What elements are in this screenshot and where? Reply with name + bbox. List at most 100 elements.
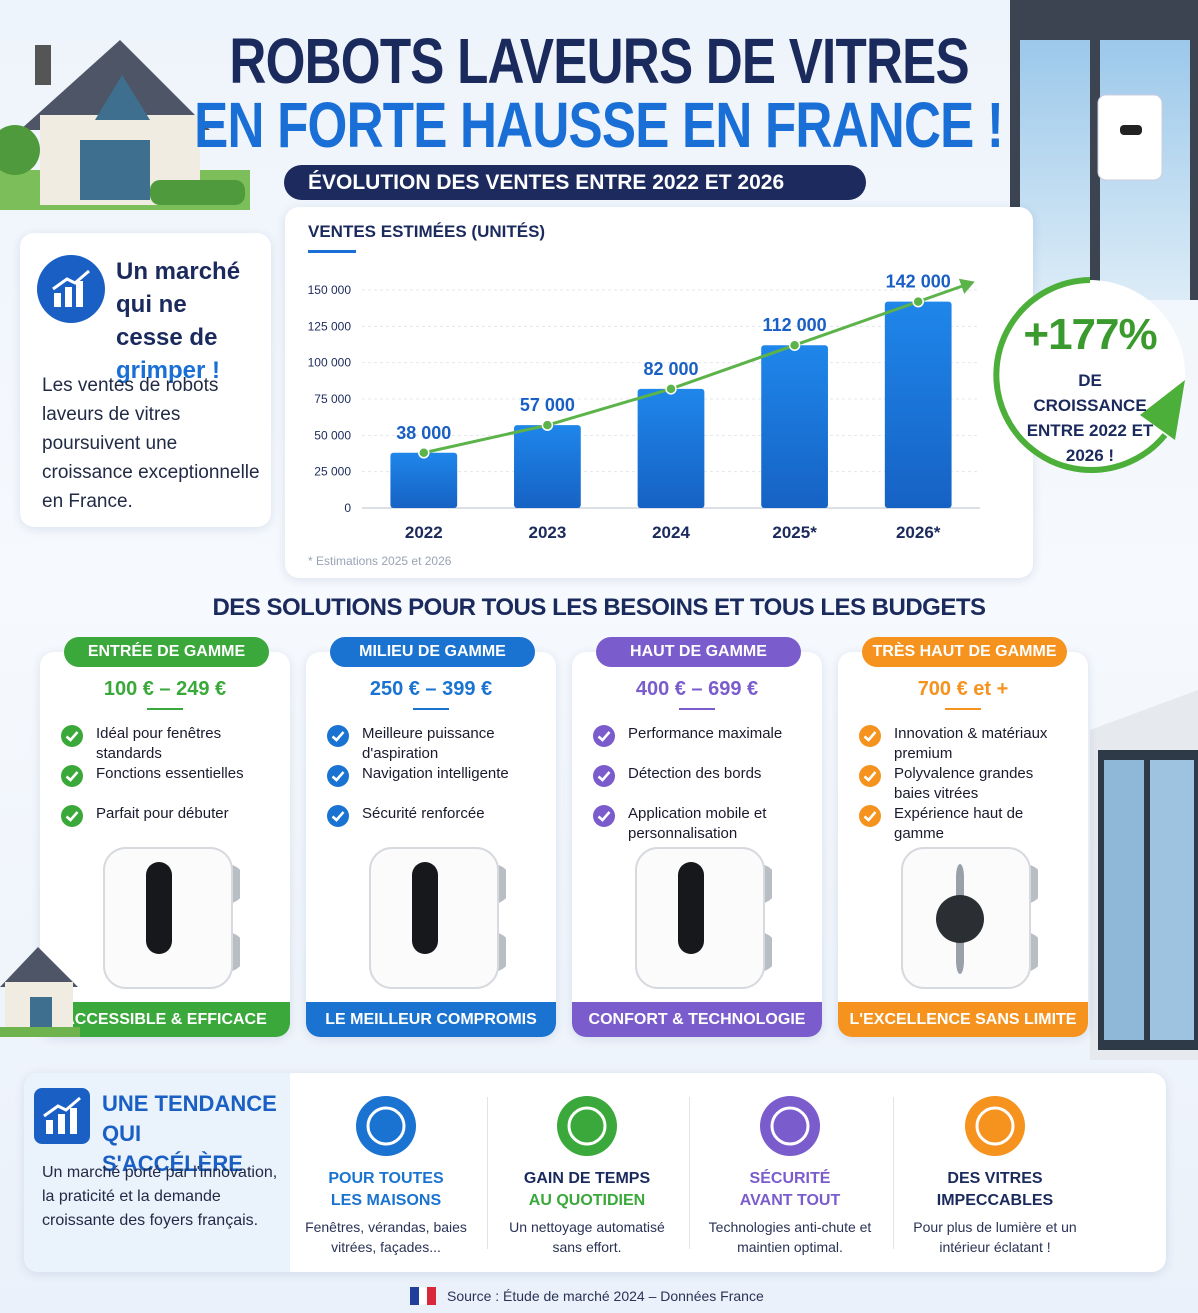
growth-text: DE CROISSANCE ENTRE 2022 ET 2026 ! (1026, 371, 1154, 465)
price-underline (147, 708, 183, 710)
chart-title: VENTES ESTIMÉES (UNITÉS) (308, 222, 545, 241)
icon-circle (557, 1096, 617, 1156)
title-line-1: ROBOTS LAVEURS DE VITRES (0, 24, 1198, 98)
y-tick-label: 25 000 (314, 465, 351, 479)
intro-text: Les ventes de robots laveurs de vitres p… (42, 375, 260, 512)
feature: Sécurité renforcée (326, 804, 541, 828)
house-illustration (0, 40, 250, 210)
trend-point (541, 419, 554, 431)
trend-icon (34, 1088, 90, 1144)
feature: Expérience haut de gamme (858, 804, 1073, 844)
small-house (0, 947, 80, 1037)
feature-text: Expérience haut de gamme (894, 805, 1024, 842)
divider (486, 1097, 488, 1249)
y-tick-label: 125 000 (308, 319, 352, 333)
tier-card: TRÈS HAUT DE GAMME 700 € et + Innovation &… (838, 637, 1088, 1037)
chart-icon (37, 255, 105, 323)
trend-point (665, 383, 677, 395)
tier-card: MILIEU DE GAMME 250 € – 399 € Meilleure pu… (306, 637, 556, 1037)
feature: Idéal pour fenêtres standards (60, 724, 275, 764)
check-icon (61, 765, 83, 787)
tier-tagline: LE MEILLEUR COMPROMIS (306, 1002, 556, 1037)
value-label: 38 000 (396, 423, 451, 443)
benefit-title: GAIN DE TEMPS (523, 1170, 651, 1187)
tier-price: 400 € – 699 € (635, 678, 759, 700)
tier-name: TRÈS HAUT DE GAMME (862, 637, 1067, 667)
feature: Fonctions essentielles (60, 764, 275, 788)
check-icon (61, 805, 83, 827)
feature-text: Navigation intelligente (362, 765, 509, 782)
check-icon (859, 725, 881, 747)
benefit: SÉCURITÉ AVANT TOUT Technologies anti-chut… (690, 1090, 890, 1257)
growth-value: +177% (1023, 310, 1157, 359)
growth-badge (993, 277, 1185, 473)
benefit-title: SÉCURITÉ (749, 1170, 831, 1187)
tier-tagline: CONFORT & TECHNOLOGIE (572, 1002, 822, 1037)
icon-inner (366, 1106, 406, 1146)
solutions-title: DES SOLUTIONS POUR TOUS LES BESOINS ET T… (212, 594, 986, 621)
chart: VENTES ESTIMÉES (UNITÉS) * Estimations 2… (308, 222, 980, 568)
check-mark (597, 811, 611, 822)
check-icon (593, 725, 615, 747)
feature-text: Performance maximale (628, 725, 783, 742)
check-circle (859, 765, 881, 787)
robot-panel (412, 862, 438, 954)
value-label: 112 000 (763, 315, 827, 335)
tier-name: MILIEU DE GAMME (330, 637, 535, 667)
check-mark (331, 771, 345, 782)
x-tick-label: 2024 (652, 523, 690, 542)
section-banner: ÉVOLUTION DES VENTES ENTRE 2022 ET 2026 (284, 165, 866, 200)
check-icon (859, 805, 881, 827)
benefit-text: Pour plus de lumière et un intérieur écl… (913, 1219, 1077, 1255)
x-tick-label: 2023 (528, 523, 566, 542)
value-label: 142 000 (886, 272, 951, 292)
price-underline (679, 708, 715, 710)
icon-inner (770, 1106, 810, 1146)
feature: Navigation intelligente (326, 764, 541, 788)
check-mark (863, 811, 877, 822)
t: DES VITRES IMPECCABLES (895, 1168, 1095, 1212)
feature: Détection des bords (592, 764, 807, 788)
check-circle (593, 765, 615, 787)
flag (410, 1287, 436, 1305)
benefit-title-line2: AVANT TOUT (739, 1192, 841, 1209)
feature-text: Fonctions essentielles (96, 765, 244, 782)
check-mark (863, 731, 877, 742)
icon-inner (975, 1106, 1015, 1146)
benefit-text: Technologies anti-chute et maintien opti… (708, 1219, 872, 1255)
feature-text: Polyvalence grandes baies vitrées (894, 765, 1034, 802)
benefit: POUR TOUTES LES MAISONS Fenêtres, vérandas… (286, 1090, 486, 1257)
trend-point (912, 295, 924, 308)
check-icon (859, 765, 881, 787)
check-icon (593, 805, 615, 827)
robot-panel (678, 862, 704, 954)
t: POUR TOUTES LES MAISONS (286, 1168, 486, 1212)
title-text: EN FORTE HAUSSE EN FRANCE ! (194, 89, 1004, 161)
trend-arrow (917, 283, 966, 304)
chart-card: VENTES ESTIMÉES (UNITÉS) * Estimations 2… (285, 207, 1033, 578)
check-mark (331, 811, 345, 822)
robot-image (369, 847, 506, 989)
feature: Performance maximale (592, 724, 807, 748)
y-tick-label: 150 000 (308, 283, 352, 297)
tier-tagline: L'EXCELLENCE SANS LIMITE (838, 1002, 1088, 1037)
feature-text: Détection des bords (628, 765, 762, 782)
robot-image (901, 847, 1038, 989)
bar (514, 425, 581, 508)
t: SÉCURITÉ AVANT TOUT (690, 1168, 890, 1212)
benefit-icon (356, 1096, 416, 1156)
check-circle (593, 805, 615, 827)
benefit-icon (965, 1096, 1025, 1156)
check-circle (327, 765, 349, 787)
robot-hub (936, 895, 984, 943)
source: Source : Étude de marché 2024 – Données … (447, 1288, 764, 1304)
tier-tagline: ACCESSIBLE & EFFICACE (40, 1002, 290, 1037)
check-mark (597, 771, 611, 782)
benefit-title: POUR TOUTES (328, 1170, 444, 1187)
check-circle (61, 725, 83, 747)
window-illustration (1010, 0, 1198, 300)
benefit-title-line2: AU QUOTIDIEN (528, 1192, 646, 1209)
check-icon (327, 765, 349, 787)
check-circle (859, 725, 881, 747)
